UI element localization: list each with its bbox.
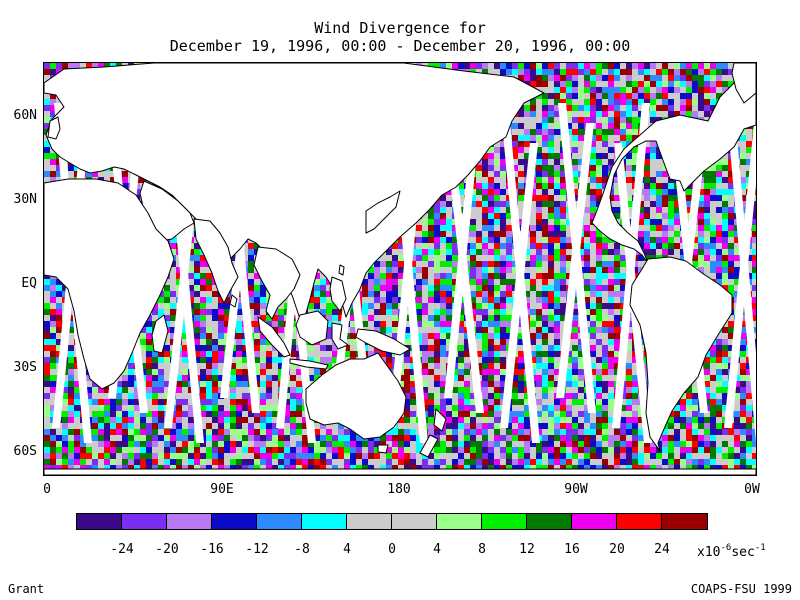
legend-tick-label: 16: [564, 542, 580, 557]
legend-swatch-7: [392, 514, 437, 529]
lon-label-180: 180: [387, 482, 411, 497]
legend-tick-label: 0: [388, 542, 396, 557]
legend-swatch-13: [662, 514, 707, 529]
legend-swatch-10: [527, 514, 572, 529]
australia-land: [305, 352, 407, 440]
sumatra-land: [257, 316, 291, 358]
antarctica-land: [44, 468, 756, 475]
legend-swatch-1: [122, 514, 167, 529]
legend-swatch-11: [572, 514, 617, 529]
philippines-land: [329, 276, 347, 312]
legend-swatch-6: [347, 514, 392, 529]
japan-land: [365, 190, 401, 234]
author-credit: Grant: [8, 582, 45, 596]
color-legend-units: x10-6sec-1: [697, 543, 766, 560]
south-america-land: [629, 256, 733, 452]
legend-swatch-12: [617, 514, 662, 529]
map-plot-area[interactable]: [43, 62, 757, 476]
color-legend-bar: [76, 513, 708, 530]
sri-lanka-land: [229, 294, 238, 308]
madagascar-land: [151, 314, 169, 354]
legend-swatch-0: [77, 514, 122, 529]
legend-tick-label: 12: [519, 542, 535, 557]
tasmania-land: [377, 444, 389, 454]
swath-gap: [444, 103, 482, 398]
lon-label-0w: 0W: [744, 482, 760, 497]
swath-gap: [612, 103, 650, 428]
lat-label-60s: 60S: [13, 444, 37, 459]
legend-tick-label: -16: [200, 542, 224, 557]
legend-tick-label: -20: [155, 542, 179, 557]
legend-swatch-2: [167, 514, 212, 529]
swath-gap: [500, 143, 538, 428]
legend-swatch-3: [212, 514, 257, 529]
legend-swatch-5: [302, 514, 347, 529]
british-isles-land: [47, 116, 61, 140]
lon-label-90w: 90W: [564, 482, 588, 497]
legend-swatch-4: [257, 514, 302, 529]
legend-tick-label: -8: [294, 542, 310, 557]
swath-gap: [724, 123, 756, 428]
legend-tick-label: -24: [110, 542, 134, 557]
legend-tick-label: 4: [433, 542, 441, 557]
greenland-land: [731, 63, 756, 104]
north-america-land: [591, 63, 756, 264]
lon-label-90e: 90E: [210, 482, 234, 497]
legend-tick-label: 4: [343, 542, 351, 557]
lat-label-30n: 30N: [13, 192, 37, 207]
lat-label-60n: 60N: [13, 108, 37, 123]
sulawesi-land: [331, 322, 349, 350]
legend-tick-label: 24: [654, 542, 670, 557]
legend-tick-label: -12: [245, 542, 269, 557]
indochina-land: [253, 246, 301, 320]
swath-gap: [446, 143, 484, 413]
legend-tick-label: 20: [609, 542, 625, 557]
legend-tick-label: 8: [478, 542, 486, 557]
legend-swatch-8: [437, 514, 482, 529]
map-title-line1: Wind Divergence for: [314, 19, 486, 37]
lat-label-30s: 30S: [13, 360, 37, 375]
india-land: [193, 218, 239, 304]
lon-label-0: 0: [43, 482, 51, 497]
legend-swatch-9: [482, 514, 527, 529]
africa-land: [44, 178, 175, 390]
new-guinea-land: [355, 328, 411, 356]
land-masses: [44, 63, 756, 475]
lat-label-eq: EQ: [21, 276, 37, 291]
taiwan-land: [338, 264, 345, 276]
new-zealand-land: [419, 408, 447, 458]
wind-divergence-map: [44, 63, 756, 475]
map-title-line2: December 19, 1996, 00:00 - December 20, …: [169, 37, 631, 55]
borneo-land: [295, 310, 329, 346]
swath-gap: [556, 123, 594, 398]
organization-credit: COAPS-FSU 1999: [690, 582, 792, 596]
java-land: [289, 358, 329, 370]
